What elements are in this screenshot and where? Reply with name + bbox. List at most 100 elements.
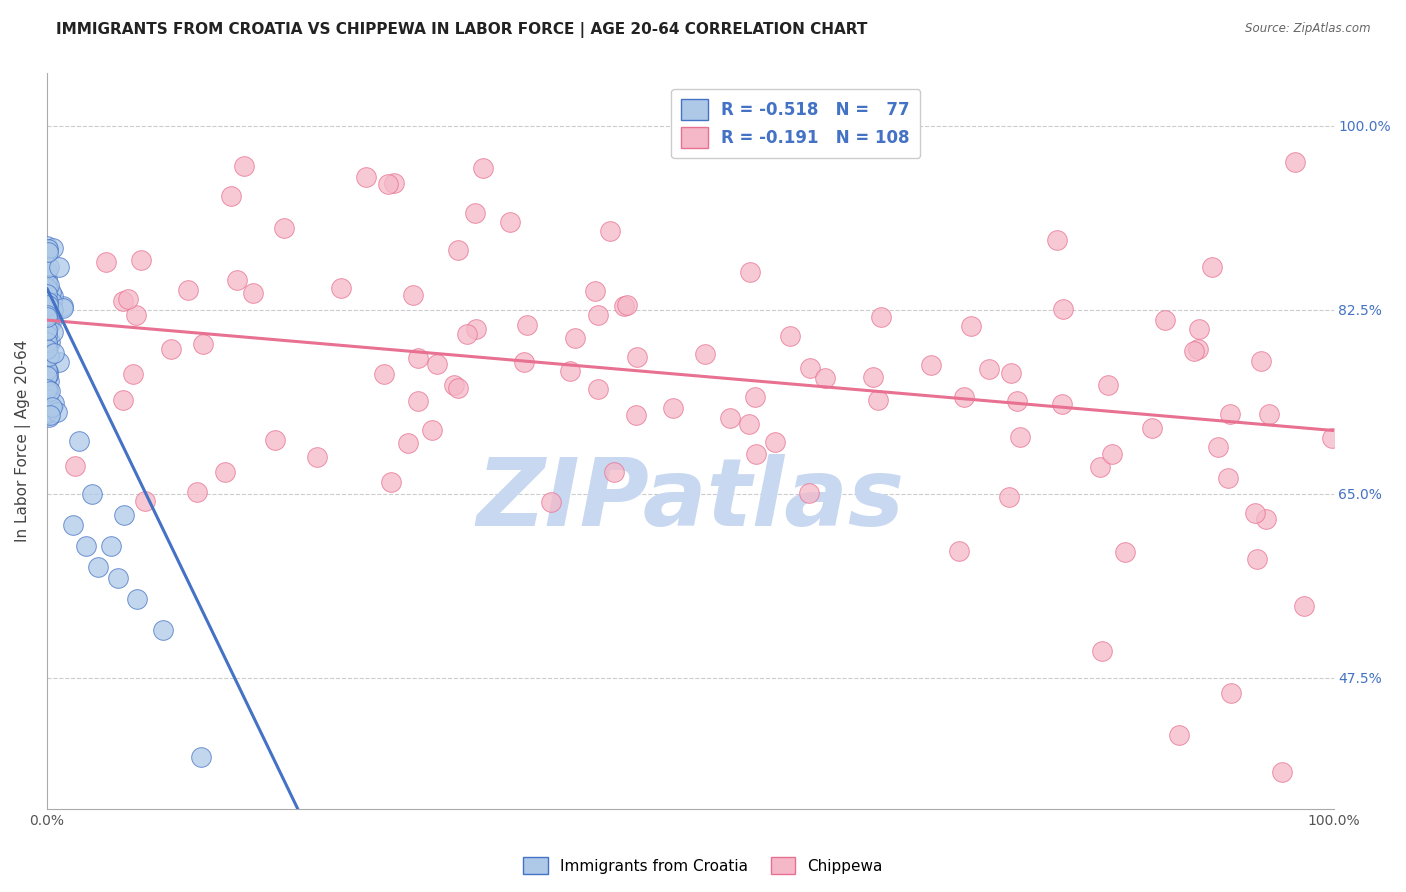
Point	[35, 318, 58, 332]
Point	[693, 347, 716, 361]
Point	[35, 338, 58, 352]
Point	[273, 220, 295, 235]
Point	[100, 539, 122, 553]
Point	[866, 392, 889, 407]
Point	[1256, 511, 1278, 525]
Point	[37, 403, 59, 417]
Point	[1188, 321, 1211, 335]
Point	[1005, 393, 1028, 408]
Point	[35, 317, 58, 331]
Point	[37, 308, 59, 322]
Point	[1114, 545, 1136, 559]
Point	[862, 370, 884, 384]
Point	[1219, 686, 1241, 700]
Point	[1201, 260, 1223, 274]
Point	[516, 318, 538, 333]
Point	[38, 375, 60, 389]
Point	[704, 134, 727, 148]
Point	[38, 409, 60, 423]
Point	[464, 206, 486, 220]
Point	[39, 384, 62, 398]
Point	[52, 301, 75, 315]
Point	[242, 286, 264, 301]
Point	[1246, 551, 1268, 566]
Point	[35, 287, 58, 301]
Point	[37, 320, 59, 334]
Point	[1244, 506, 1267, 520]
Point	[38, 277, 60, 292]
Point	[586, 382, 609, 396]
Point	[456, 327, 478, 342]
Point	[1219, 407, 1241, 421]
Point	[37, 368, 59, 383]
Point	[62, 518, 84, 533]
Point	[125, 591, 148, 606]
Point	[465, 321, 488, 335]
Point	[443, 377, 465, 392]
Point	[354, 170, 377, 185]
Point	[37, 263, 59, 277]
Text: IMMIGRANTS FROM CROATIA VS CHIPPEWA IN LABOR FORCE | AGE 20-64 CORRELATION CHART: IMMIGRANTS FROM CROATIA VS CHIPPEWA IN L…	[56, 22, 868, 38]
Point	[37, 295, 59, 310]
Point	[1046, 233, 1069, 247]
Point	[799, 486, 821, 500]
Point	[406, 394, 429, 409]
Point	[80, 486, 103, 500]
Point	[998, 491, 1021, 505]
Point	[613, 299, 636, 313]
Point	[1101, 448, 1123, 462]
Point	[37, 319, 59, 334]
Point	[42, 302, 65, 317]
Point	[1284, 155, 1306, 169]
Point	[67, 434, 90, 448]
Point	[558, 363, 581, 377]
Point	[35, 363, 58, 377]
Point	[37, 300, 59, 314]
Point	[107, 571, 129, 585]
Point	[41, 288, 63, 302]
Point	[1250, 353, 1272, 368]
Point	[1320, 431, 1343, 445]
Point	[51, 299, 73, 313]
Point	[599, 224, 621, 238]
Point	[446, 244, 468, 258]
Point	[37, 405, 59, 419]
Point	[37, 406, 59, 420]
Point	[738, 417, 761, 431]
Point	[1052, 301, 1074, 316]
Point	[38, 314, 60, 328]
Point	[37, 398, 59, 412]
Point	[540, 495, 562, 509]
Point	[583, 284, 606, 298]
Point	[402, 288, 425, 302]
Point	[1140, 421, 1163, 435]
Point	[1008, 430, 1031, 444]
Point	[121, 367, 143, 381]
Point	[564, 331, 586, 345]
Point	[111, 393, 134, 408]
Point	[75, 539, 97, 553]
Point	[35, 281, 58, 295]
Point	[380, 475, 402, 489]
Point	[191, 336, 214, 351]
Point	[39, 315, 62, 329]
Point	[740, 265, 762, 279]
Point	[125, 308, 148, 322]
Point	[602, 465, 624, 479]
Point	[38, 334, 60, 349]
Point	[37, 342, 59, 356]
Point	[35, 382, 58, 396]
Point	[42, 241, 65, 255]
Point	[406, 351, 429, 365]
Point	[42, 325, 65, 339]
Point	[426, 357, 449, 371]
Point	[35, 310, 58, 325]
Point	[952, 390, 974, 404]
Point	[35, 301, 58, 316]
Point	[1097, 378, 1119, 392]
Point	[48, 260, 70, 274]
Point	[1271, 765, 1294, 780]
Point	[1088, 459, 1111, 474]
Point	[499, 215, 522, 229]
Point	[373, 367, 395, 381]
